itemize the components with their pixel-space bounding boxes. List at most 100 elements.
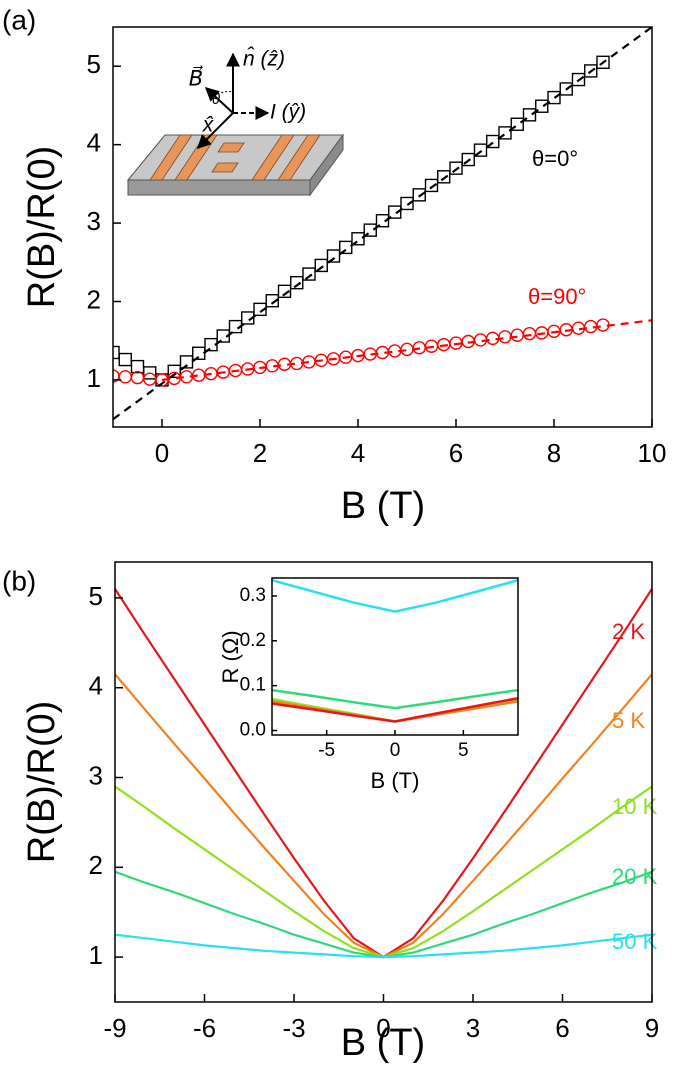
square-marker (118, 352, 132, 367)
square-marker (486, 134, 500, 149)
series-label: 20 K (612, 864, 658, 889)
square-marker (143, 366, 157, 380)
square-marker (113, 345, 120, 360)
axes-frame (112, 26, 653, 428)
data-line (115, 933, 652, 959)
circle-marker (118, 370, 132, 384)
data-line (115, 785, 652, 959)
schematic-label: B⃗ (189, 66, 204, 91)
y-tick-label: 2 (87, 284, 101, 314)
x-axis-title: B (T) (341, 1022, 425, 1064)
x-tick-label: -9 (103, 1013, 126, 1043)
x-tick-label: 0 (390, 740, 401, 761)
square-marker (302, 267, 316, 281)
y-tick-label: 1 (89, 940, 103, 970)
inset-background (272, 578, 518, 735)
data-line (272, 696, 518, 723)
x-axis-title: B (T) (371, 768, 420, 793)
x-tick-label: -6 (193, 1013, 216, 1043)
plot-area (113, 27, 652, 421)
y-tick-label: 2 (89, 850, 103, 880)
series-label: θ=0° (532, 146, 578, 171)
square-marker (363, 223, 377, 237)
square-marker (584, 64, 598, 78)
square-marker (473, 143, 488, 157)
square-marker (388, 205, 402, 219)
panel-label: (b) (2, 565, 36, 596)
x-tick-label: 6 (555, 1013, 569, 1043)
y-tick-label: 4 (87, 128, 101, 158)
square-marker (290, 275, 304, 290)
square-marker (375, 214, 390, 228)
y-axis-title: R(B)/R(0) (21, 146, 63, 309)
axes-frame (271, 577, 519, 736)
square-marker (277, 284, 292, 299)
x-tick-label: 2 (253, 438, 267, 468)
y-axis-title: R (Ω) (218, 630, 243, 683)
square-marker (130, 359, 145, 374)
axes-frame (114, 561, 653, 1003)
circle-marker (400, 342, 414, 357)
y-tick-label: 0.1 (240, 675, 266, 696)
series-label: 50 K (612, 929, 658, 954)
y-axis-title: R(B)/R(0) (21, 701, 63, 864)
square-marker (522, 108, 537, 122)
x-tick-label: 10 (638, 438, 667, 468)
square-marker (424, 178, 439, 193)
square-marker (351, 232, 365, 246)
schematic-label: I (ŷ) (270, 101, 306, 124)
y-tick-label: 5 (87, 49, 101, 79)
plot-area (272, 578, 518, 723)
x-tick-label: 0 (155, 438, 169, 468)
y-tick-label: 3 (87, 206, 101, 236)
square-marker (535, 99, 549, 113)
data-line (272, 578, 518, 613)
series-label: 5 K (612, 708, 645, 733)
square-marker (461, 152, 475, 167)
series-label: 10 K (612, 794, 658, 819)
square-marker (510, 117, 524, 131)
square-marker (498, 126, 512, 140)
x-tick-label: 5 (458, 740, 469, 761)
square-marker (412, 188, 426, 202)
schematic-label: n̂ (ẑ) (243, 47, 285, 70)
plot-area (115, 588, 652, 959)
square-marker (339, 240, 353, 255)
x-tick-label: -3 (282, 1013, 305, 1043)
square-marker (437, 170, 451, 184)
square-marker (179, 355, 194, 369)
square-marker (449, 161, 463, 175)
data-line (272, 688, 518, 710)
y-tick-label: 1 (87, 363, 101, 393)
y-tick-label: 5 (89, 581, 103, 611)
circle-marker (522, 326, 537, 341)
x-axis-title: B (T) (341, 485, 425, 527)
square-marker (596, 55, 610, 69)
square-marker (216, 329, 230, 343)
y-tick-label: 4 (89, 671, 103, 701)
x-tick-label: 0 (376, 1013, 390, 1043)
series-label: 2 K (612, 619, 645, 644)
x-tick-label: 9 (645, 1013, 659, 1043)
square-marker (326, 249, 341, 263)
circle-marker (510, 328, 524, 342)
schematic-label: θ (212, 91, 220, 108)
x-tick-label: -5 (318, 740, 335, 761)
schematic-label: x̂ (202, 114, 215, 137)
square-marker (559, 82, 573, 96)
square-marker (571, 72, 586, 87)
square-marker (314, 258, 328, 273)
x-tick-label: 6 (449, 438, 463, 468)
y-tick-label: 3 (89, 760, 103, 790)
fit-line (161, 319, 652, 381)
square-marker (253, 302, 267, 317)
circle-marker (130, 370, 145, 385)
device-schematic (126, 52, 344, 197)
panel-label: (a) (2, 4, 36, 35)
square-marker (265, 294, 279, 308)
square-marker (547, 90, 561, 105)
x-tick-label: 3 (466, 1013, 480, 1043)
x-tick-label: 4 (351, 438, 365, 468)
series-label: θ=90° (528, 284, 586, 309)
